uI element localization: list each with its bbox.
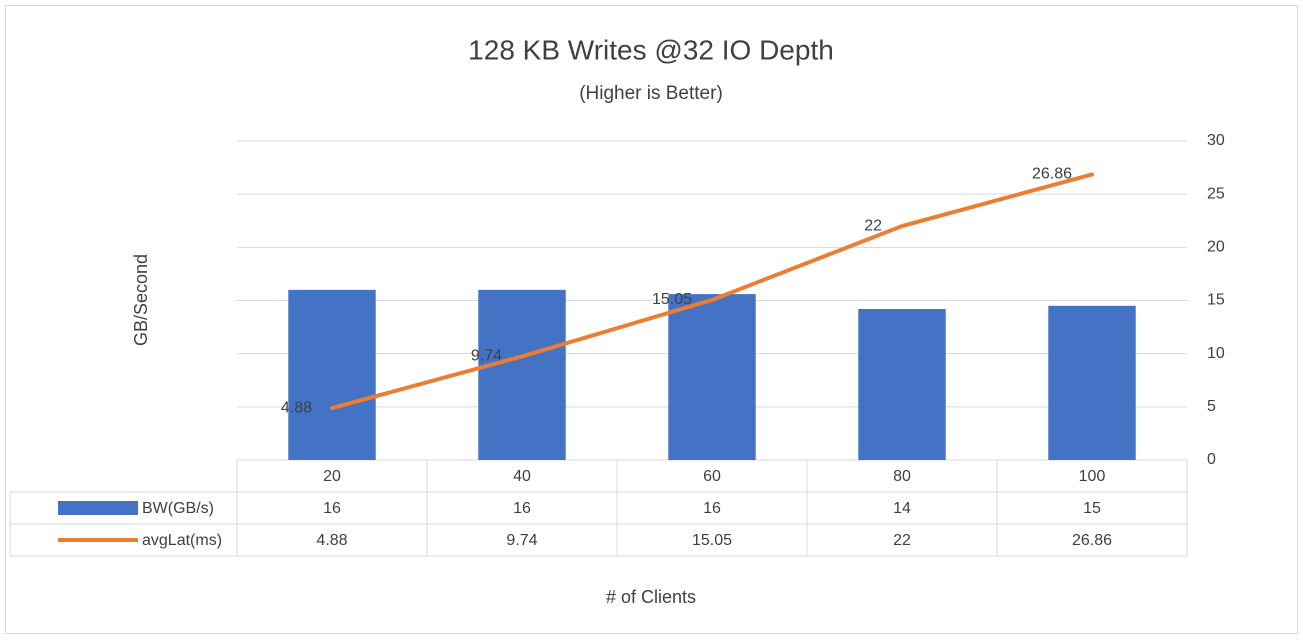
x-tick-label: 60 (703, 468, 721, 485)
table-cell: 9.74 (506, 532, 537, 549)
chart-subtitle: (Higher is Better) (579, 83, 723, 104)
x-axis-label: # of Clients (606, 587, 696, 607)
y-tick-label: 5 (1207, 398, 1216, 415)
table-cell: 16 (703, 500, 721, 517)
bar (288, 289, 376, 460)
table-cell: 4.88 (316, 532, 347, 549)
x-tick-label: 20 (323, 468, 341, 485)
y-tick-label: 0 (1207, 451, 1216, 468)
line (330, 172, 1094, 411)
x-tick-label: 80 (893, 468, 911, 485)
table-cell: 22 (893, 532, 911, 549)
x-tick-label: 100 (1079, 468, 1106, 485)
table-cell: 16 (513, 500, 531, 517)
x-tick-label: 40 (513, 468, 531, 485)
bar (478, 289, 566, 460)
data-label: 15.05 (652, 291, 692, 308)
chart-title: 128 KB Writes @32 IO Depth (468, 34, 834, 65)
table-cell: 16 (323, 500, 341, 517)
table-cell: 15 (1083, 500, 1101, 517)
data-label: 22 (864, 217, 882, 234)
y-tick-label: 20 (1207, 239, 1225, 256)
table-cell: 14 (893, 500, 911, 517)
bar (858, 309, 946, 460)
table-cell: 15.05 (692, 532, 732, 549)
data-label: 4.88 (281, 399, 312, 416)
y-axis-label: GB/Second (131, 254, 151, 346)
y-tick-label: 15 (1207, 292, 1225, 309)
table-cell: 26.86 (1072, 532, 1112, 549)
bar (668, 294, 756, 460)
legend-label: BW(GB/s) (142, 500, 214, 517)
data-label: 9.74 (471, 348, 502, 365)
legend-label: avgLat(ms) (142, 532, 222, 549)
y-tick-label: 30 (1207, 132, 1225, 149)
legend-swatch (58, 501, 138, 515)
bar (1048, 305, 1136, 460)
y-tick-label: 10 (1207, 345, 1225, 362)
y-tick-label: 25 (1207, 185, 1225, 202)
data-label: 26.86 (1032, 166, 1072, 183)
